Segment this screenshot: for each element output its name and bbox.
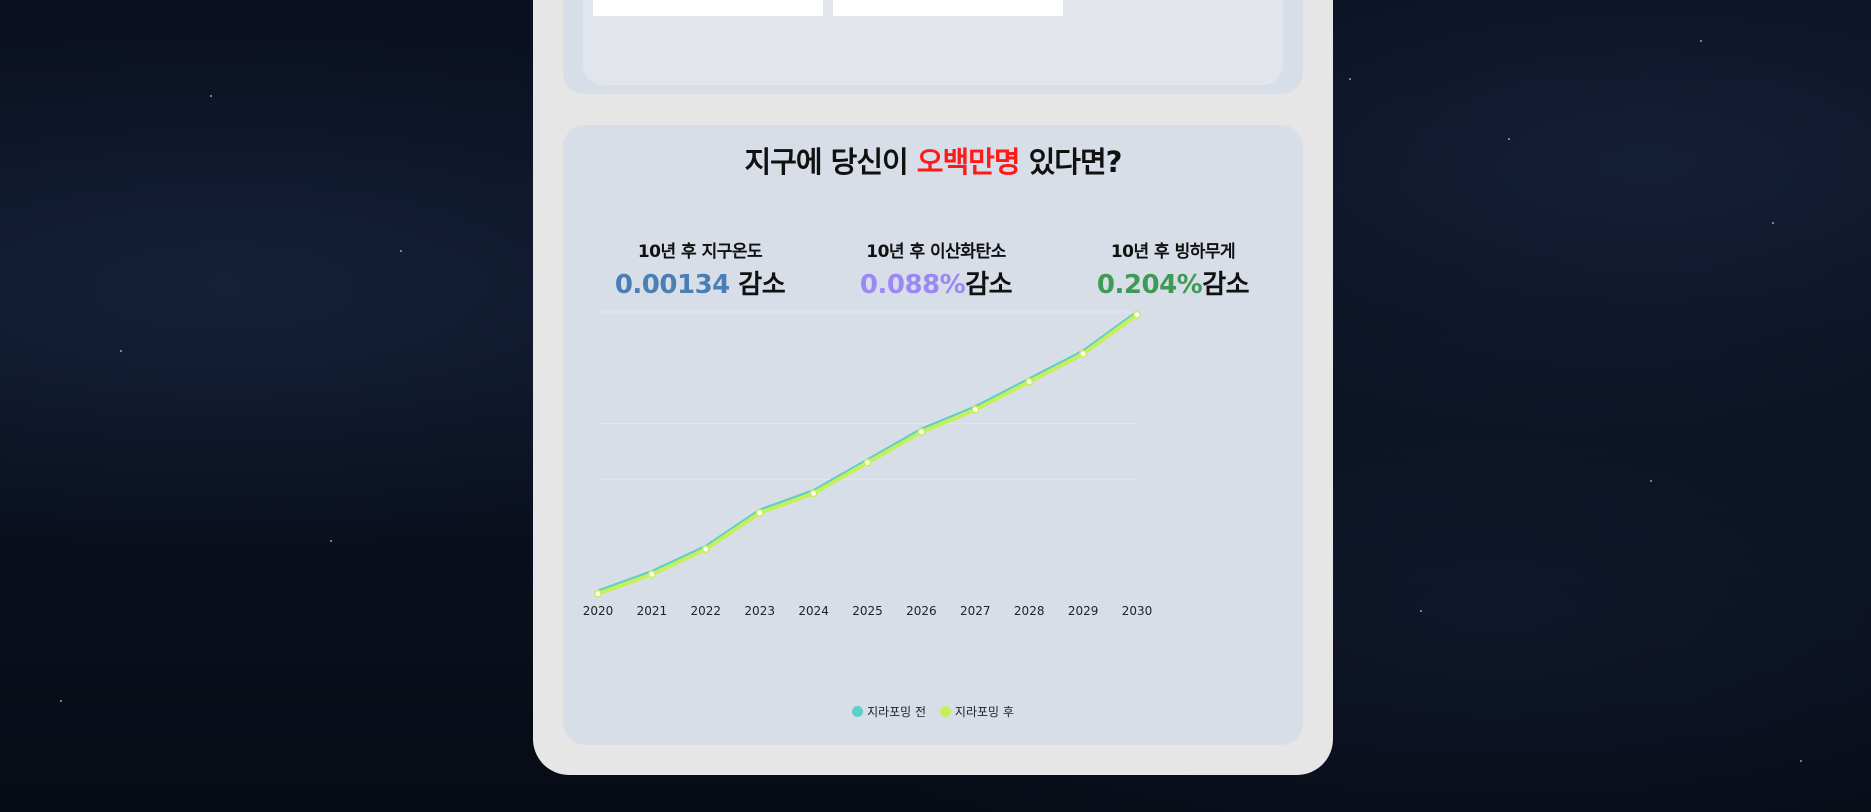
stat-value: 0.00134 bbox=[614, 270, 730, 300]
stat-label: 10년 후 이산화탄소 bbox=[866, 242, 1006, 262]
data-point[interactable] bbox=[971, 405, 980, 414]
legend-item-after[interactable]: 지라포밍 후 bbox=[939, 703, 1014, 720]
x-tick-label: 2023 bbox=[744, 604, 775, 618]
x-tick-label: 2026 bbox=[906, 604, 937, 618]
data-point[interactable] bbox=[1079, 349, 1088, 358]
data-point[interactable] bbox=[809, 489, 818, 498]
legend-label: 지라포밍 후 bbox=[954, 705, 1014, 719]
legend-item-before[interactable]: 지라포밍 전 bbox=[852, 703, 926, 720]
stat-label: 10년 후 지구온도 bbox=[637, 242, 763, 262]
x-tick-label: 2022 bbox=[691, 604, 722, 618]
stat-temperature: 10년 후 지구온도 0.00134 감소 bbox=[590, 237, 810, 301]
data-point[interactable] bbox=[1025, 377, 1034, 386]
x-tick-label: 2029 bbox=[1068, 604, 1099, 618]
stat-unit: 감소 bbox=[729, 270, 786, 300]
line-chart: 2020 2021 2022 2023 2024 2025 2026 2027 2028 2029… bbox=[583, 310, 1153, 618]
series-line-after bbox=[597, 313, 1139, 596]
chart-card: 지구에 당신이 오백만명 있다면? 10년 후 지구온도 0.00134 감소 … bbox=[563, 125, 1303, 745]
series-line-before bbox=[597, 310, 1138, 593]
title-highlight: 오백만명 bbox=[916, 145, 1021, 179]
white-box-right bbox=[833, 0, 1063, 16]
data-point[interactable] bbox=[647, 570, 656, 579]
legend-swatch bbox=[852, 706, 864, 717]
legend-label: 지라포밍 전 bbox=[867, 705, 927, 719]
stat-glacier: 10년 후 빙하무게 0.204%감소 bbox=[1063, 237, 1283, 301]
x-tick-label: 2030 bbox=[1122, 604, 1153, 618]
x-tick-label: 2028 bbox=[1014, 604, 1045, 618]
data-point[interactable] bbox=[755, 508, 764, 517]
data-point[interactable] bbox=[863, 458, 872, 467]
chart-legend: 지라포밍 전 지라포밍 후 bbox=[563, 703, 1303, 720]
title-suffix: 있다면? bbox=[1019, 145, 1123, 179]
x-tick-label: 2025 bbox=[852, 604, 883, 618]
stat-unit: 감소 bbox=[1202, 270, 1250, 300]
top-card-inner bbox=[583, 0, 1283, 85]
title-prefix: 지구에 당신이 bbox=[744, 145, 917, 179]
top-card bbox=[563, 0, 1303, 94]
stat-co2: 10년 후 이산화탄소 0.088%감소 bbox=[826, 237, 1046, 301]
x-tick-label: 2024 bbox=[798, 604, 829, 618]
x-tick-label: 2027 bbox=[960, 604, 991, 618]
data-point[interactable] bbox=[917, 427, 926, 436]
x-tick-label: 2021 bbox=[637, 604, 668, 618]
chart-title: 지구에 당신이 오백만명 있다면? bbox=[563, 139, 1303, 181]
stat-label: 10년 후 빙하무게 bbox=[1110, 242, 1236, 262]
content-panel: 지구에 당신이 오백만명 있다면? 10년 후 지구온도 0.00134 감소 … bbox=[533, 0, 1333, 775]
legend-swatch bbox=[939, 706, 951, 717]
x-tick-label: 2020 bbox=[583, 604, 614, 618]
stat-value: 0.204% bbox=[1096, 270, 1203, 300]
stat-unit: 감소 bbox=[965, 270, 1013, 300]
stat-value: 0.088% bbox=[859, 270, 966, 300]
data-point[interactable] bbox=[701, 545, 710, 554]
data-point[interactable] bbox=[593, 589, 602, 598]
white-box-left bbox=[593, 0, 823, 16]
data-point[interactable] bbox=[1132, 310, 1141, 319]
